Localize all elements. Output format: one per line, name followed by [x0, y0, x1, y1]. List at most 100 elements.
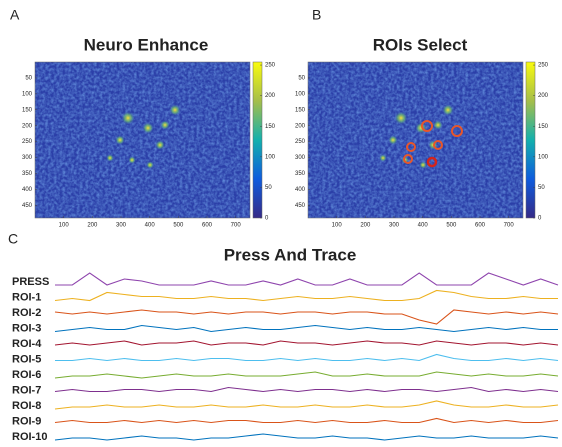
trace-name: ROI-9 [12, 415, 41, 427]
bright-spot [115, 135, 125, 145]
bright-spot [433, 120, 443, 130]
bright-spot [442, 104, 454, 116]
trace-line [54, 340, 559, 346]
roi-circle [426, 156, 438, 168]
x-tick-label: 200 [360, 223, 371, 229]
y-tick-label: 350 [22, 171, 33, 177]
colorbar-tick-label: 0 [538, 216, 542, 222]
trace-line [54, 324, 558, 333]
colorbar-tick-label: 250 [265, 63, 276, 69]
trace-name: ROI-7 [12, 384, 41, 396]
colorbar-tick-label: 100 [265, 154, 276, 160]
bright-spot [415, 122, 427, 134]
x-tick-label: 500 [173, 223, 184, 229]
y-tick-label: 300 [22, 155, 33, 161]
image-noise [308, 62, 523, 218]
trace-name: ROI-1 [12, 291, 41, 303]
x-tick-label: 100 [59, 223, 70, 229]
roi-circle [433, 140, 443, 150]
panel-label: A [10, 7, 20, 23]
colorbar-tick-label: 50 [538, 185, 545, 191]
panel-label: B [312, 7, 321, 23]
panel-title: ROIs Select [373, 35, 468, 54]
colorbar [252, 61, 263, 219]
colorbar-tick-label: 200 [265, 93, 276, 99]
x-tick-label: 600 [202, 223, 213, 229]
trace-line [54, 371, 559, 379]
bright-spot [394, 111, 408, 125]
y-tick-label: 100 [295, 91, 306, 97]
x-tick-label: 600 [475, 223, 486, 229]
trace-name: ROI-4 [12, 338, 42, 350]
trace-name: ROI-2 [12, 307, 41, 319]
colorbar-tick-label: 200 [538, 93, 549, 99]
image-frame [34, 61, 251, 219]
image-panel [307, 61, 524, 219]
trace-line [55, 272, 559, 286]
colorbar [525, 61, 536, 219]
y-tick-label: 250 [295, 139, 306, 145]
trace-line [55, 353, 559, 362]
x-tick-label: 400 [145, 223, 156, 229]
x-tick-label: 300 [389, 223, 400, 229]
y-tick-label: 200 [295, 123, 306, 129]
trace-name: PRESS [12, 276, 49, 288]
y-tick-label: 450 [22, 203, 33, 209]
trace-line [54, 433, 559, 441]
image-noise [35, 62, 250, 218]
y-tick-label: 450 [295, 203, 306, 209]
panel-title: Neuro Enhance [84, 35, 209, 54]
roi-circle [403, 154, 413, 164]
y-tick-label: 50 [25, 75, 32, 81]
y-tick-label: 350 [295, 171, 306, 177]
trace-line [54, 386, 559, 393]
trace-line [54, 289, 558, 302]
bright-spot [142, 122, 154, 134]
x-tick-label: 100 [332, 223, 343, 229]
colorbar-tick-label: 150 [265, 124, 276, 130]
bright-spot [419, 161, 427, 169]
colorbar-tick-label: 0 [265, 216, 269, 222]
bright-spot [169, 104, 181, 116]
colorbar-tick-label: 100 [538, 154, 549, 160]
trace-name: ROI-6 [12, 369, 41, 381]
x-tick-label: 700 [231, 223, 242, 229]
colorbar-tick-label: 50 [265, 185, 272, 191]
bright-spot [379, 154, 387, 162]
x-tick-label: 500 [446, 223, 457, 229]
colorbar-tick-label: 150 [538, 124, 549, 130]
y-tick-label: 200 [22, 123, 33, 129]
trace-line [54, 417, 559, 424]
colorbar-tick-label: 250 [538, 63, 549, 69]
roi-circle [451, 125, 463, 137]
bright-spot [388, 135, 398, 145]
trace-line [54, 400, 559, 410]
bright-spot [160, 120, 170, 130]
bright-spot [146, 161, 154, 169]
panel-title: Press And Trace [224, 245, 357, 264]
x-tick-label: 400 [418, 223, 429, 229]
roi-markers [403, 120, 463, 168]
x-tick-label: 200 [87, 223, 98, 229]
trace-name: ROI-3 [12, 322, 41, 334]
trace-line [54, 309, 559, 325]
bright-spot [106, 154, 114, 162]
y-tick-label: 400 [22, 187, 33, 193]
trace-name: ROI-5 [12, 353, 41, 365]
y-tick-label: 400 [295, 187, 306, 193]
trace-name: ROI-8 [12, 400, 41, 412]
y-tick-label: 50 [298, 75, 305, 81]
roi-circle [421, 120, 433, 132]
roi-circle [406, 142, 416, 152]
y-tick-label: 150 [295, 107, 306, 113]
x-tick-label: 300 [116, 223, 127, 229]
y-tick-label: 300 [295, 155, 306, 161]
bright-spot [121, 111, 135, 125]
x-tick-label: 700 [504, 223, 515, 229]
image-panel [34, 61, 251, 219]
bright-spot [128, 156, 136, 164]
y-tick-label: 150 [22, 107, 33, 113]
y-tick-label: 100 [22, 91, 33, 97]
bright-spot [155, 140, 165, 150]
